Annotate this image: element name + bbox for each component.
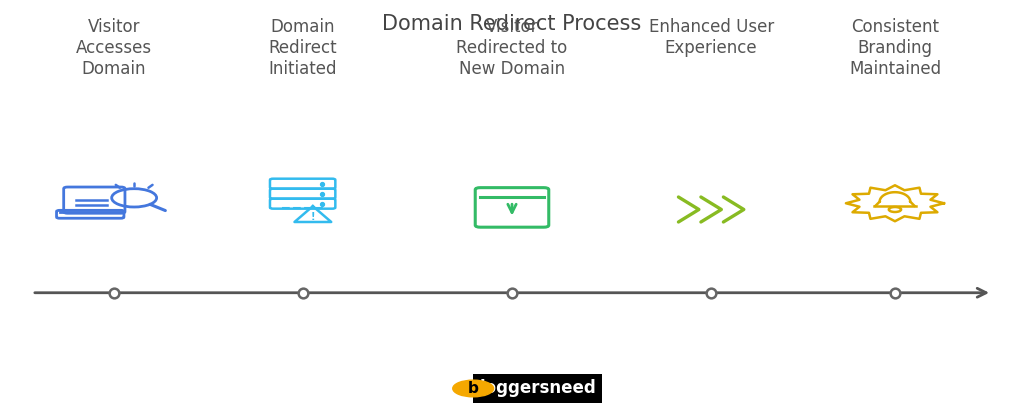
Text: Visitor
Redirected to
New Domain: Visitor Redirected to New Domain <box>457 18 567 78</box>
Text: Consistent
Branding
Maintained: Consistent Branding Maintained <box>849 18 941 78</box>
Text: Domain Redirect Process: Domain Redirect Process <box>382 14 642 34</box>
Text: loggersneed: loggersneed <box>479 380 596 398</box>
Text: Visitor
Accesses
Domain: Visitor Accesses Domain <box>76 18 152 78</box>
Text: Enhanced User
Experience: Enhanced User Experience <box>648 18 774 57</box>
Circle shape <box>453 380 494 397</box>
Text: !: ! <box>310 212 315 222</box>
Text: b: b <box>468 381 478 396</box>
Text: Domain
Redirect
Initiated: Domain Redirect Initiated <box>268 18 337 78</box>
